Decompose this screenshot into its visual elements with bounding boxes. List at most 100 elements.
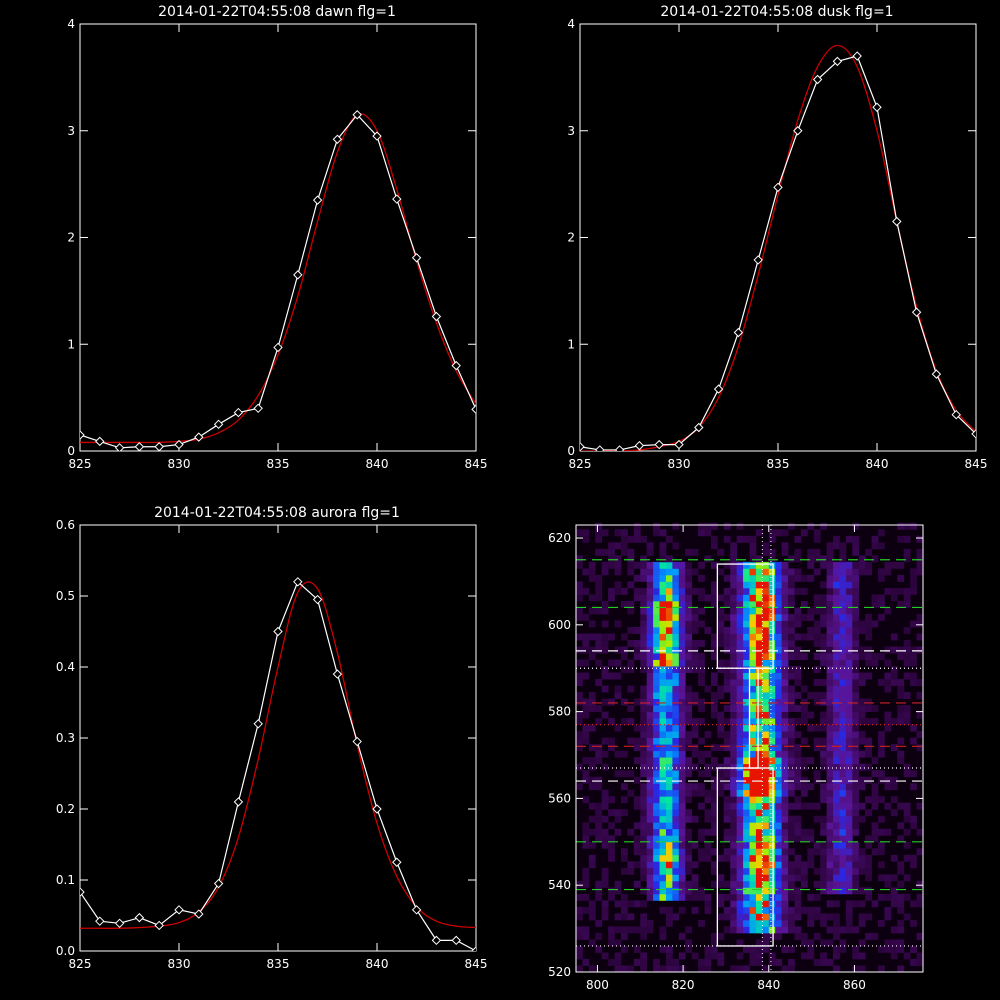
heatmap-cell — [678, 763, 686, 771]
heatmap-cell — [762, 620, 770, 628]
heatmap-cell — [620, 867, 628, 875]
heatmap-cell — [788, 620, 795, 628]
heatmap-cell — [878, 600, 885, 608]
heatmap-cell — [640, 854, 648, 862]
heatmap-cell — [768, 900, 776, 908]
heatmap-cell — [794, 900, 802, 908]
heatmap-cell — [910, 815, 917, 823]
heatmap-cell — [659, 906, 667, 914]
heatmap-cell — [755, 913, 763, 921]
heatmap-cell — [717, 789, 725, 797]
heatmap-cell — [730, 750, 738, 758]
heatmap-cell — [903, 646, 911, 654]
heatmap-cell — [800, 802, 808, 810]
heatmap-cell — [755, 613, 763, 621]
heatmap-cell — [839, 692, 847, 699]
heatmap-cell — [659, 561, 667, 569]
heatmap-cell — [813, 744, 821, 752]
heatmap-cell — [755, 926, 763, 934]
heatmap-cell — [768, 535, 776, 543]
heatmap-cell — [717, 952, 725, 960]
heatmap-cell — [910, 945, 917, 953]
heatmap-cell — [781, 900, 789, 908]
heatmap-cell — [807, 607, 815, 615]
heatmap-cell — [723, 561, 731, 569]
heatmap-cell — [826, 854, 834, 862]
heatmap-cell — [678, 750, 686, 758]
heatmap-cell — [665, 607, 673, 615]
heatmap-cell — [646, 880, 654, 888]
heatmap-cell — [710, 542, 718, 550]
heatmap-cell — [723, 809, 731, 817]
heatmap-cell — [614, 692, 622, 699]
heatmap-cell — [627, 965, 635, 973]
heatmap-cell — [903, 626, 911, 634]
heatmap-cell — [775, 607, 783, 615]
heatmap-cell — [807, 919, 815, 927]
heatmap-cell — [788, 867, 795, 875]
heatmap-cell — [800, 828, 808, 836]
heatmap-cell — [723, 731, 731, 739]
heatmap-cell — [755, 861, 763, 869]
heatmap-cell — [858, 561, 866, 569]
heatmap-cell — [653, 737, 660, 745]
heatmap-cell — [749, 633, 757, 641]
heatmap-cell — [865, 705, 872, 713]
heatmap-cell — [839, 561, 847, 569]
heatmap-cell — [627, 607, 635, 615]
heatmap-cell — [736, 848, 744, 856]
data-series-line — [580, 55, 976, 451]
heatmap-cell — [800, 932, 808, 940]
heatmap-cell — [653, 666, 660, 673]
heatmap-cell — [698, 789, 705, 797]
heatmap-cell — [646, 854, 654, 862]
y-tick-label: 1 — [567, 337, 575, 351]
heatmap-cell — [685, 633, 693, 641]
heatmap-cell — [646, 640, 654, 647]
heatmap-cell — [704, 841, 712, 849]
heatmap-cell — [845, 600, 853, 608]
heatmap-cell — [813, 932, 821, 940]
heatmap-cell — [781, 711, 789, 719]
heatmap-cell — [781, 965, 789, 973]
heatmap-cell — [620, 698, 628, 706]
heatmap-cell — [794, 815, 802, 823]
heatmap-cell — [601, 906, 609, 914]
heatmap-cell — [833, 841, 840, 849]
heatmap-cell — [845, 887, 853, 895]
heatmap-cell — [653, 711, 660, 719]
heatmap-cell — [794, 763, 802, 771]
heatmap-cell — [665, 744, 673, 752]
heatmap-cell — [839, 848, 847, 856]
heatmap-cell — [678, 640, 686, 647]
heatmap-cell — [768, 737, 776, 745]
heatmap-cell — [807, 555, 815, 563]
heatmap-cell — [852, 672, 860, 680]
heatmap-cell — [665, 854, 673, 862]
heatmap-cell — [646, 757, 654, 765]
heatmap-cell — [813, 594, 821, 602]
data-point-marker — [332, 669, 343, 679]
heatmap-cell — [678, 802, 686, 810]
x-tick-label: 835 — [267, 957, 290, 971]
heatmap-cell — [762, 542, 770, 550]
heatmap-cell — [788, 692, 795, 699]
heatmap-cell — [833, 796, 840, 804]
heatmap-cell — [884, 906, 892, 914]
heatmap-cell — [710, 561, 718, 569]
heatmap-cell — [871, 718, 879, 726]
heatmap-cell — [897, 561, 905, 569]
heatmap-cell — [865, 698, 872, 706]
heatmap-cell — [916, 555, 924, 563]
heatmap-cell — [620, 848, 628, 856]
heatmap-cell — [813, 607, 821, 615]
heatmap-cell — [852, 711, 860, 719]
heatmap-cell — [633, 945, 641, 953]
heatmap-cell — [672, 698, 680, 706]
heatmap-cell — [743, 965, 750, 973]
heatmap-cell — [833, 802, 840, 810]
heatmap-cell — [678, 770, 686, 778]
heatmap-cell — [653, 828, 660, 836]
heatmap-cell — [704, 789, 712, 797]
heatmap-cell — [833, 679, 840, 686]
